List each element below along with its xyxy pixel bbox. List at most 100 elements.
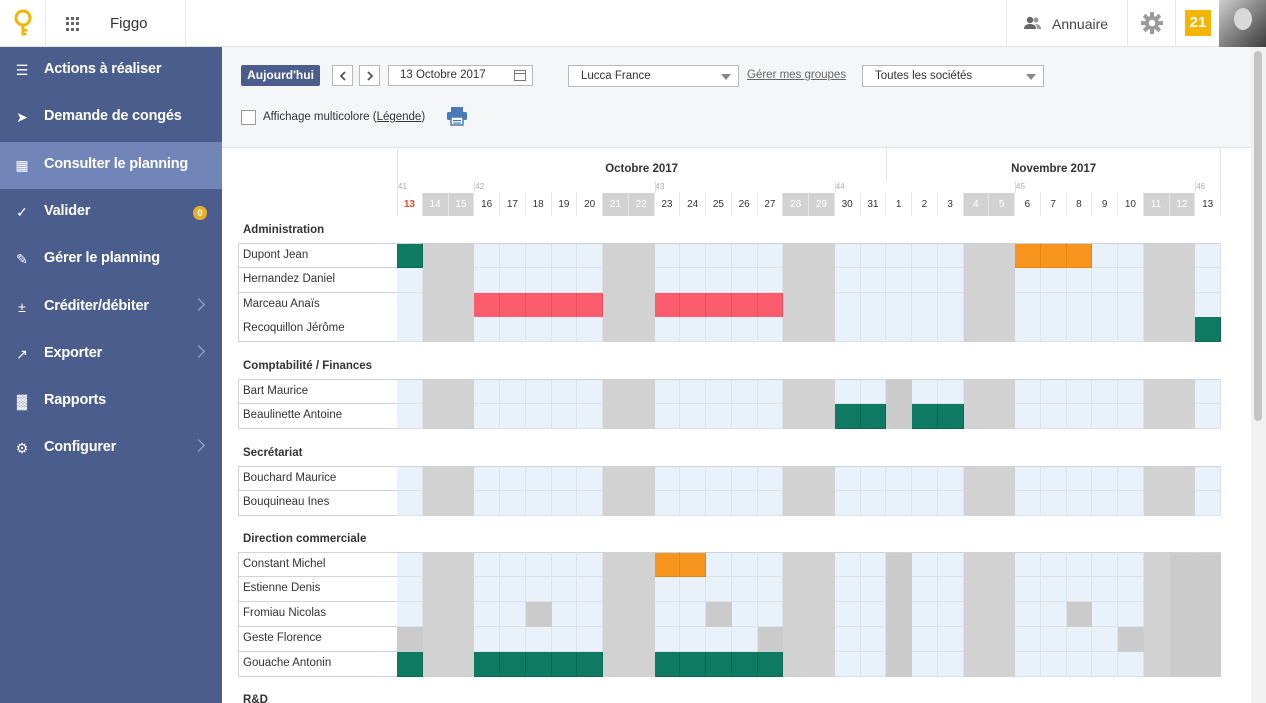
day-cell[interactable] xyxy=(1118,317,1144,343)
weekend-cell[interactable] xyxy=(809,626,835,652)
day-cell[interactable] xyxy=(834,267,861,293)
day-cell[interactable] xyxy=(886,317,912,343)
day-cell[interactable] xyxy=(551,379,578,405)
employee-name[interactable]: Constant Michel xyxy=(238,552,397,578)
weekend-cell[interactable] xyxy=(1169,379,1196,405)
day-cell[interactable] xyxy=(577,602,603,627)
weekend-cell[interactable] xyxy=(422,552,449,578)
day-cell[interactable] xyxy=(525,465,552,491)
day-cell[interactable] xyxy=(834,602,861,627)
weekend-cell[interactable] xyxy=(422,317,449,343)
leave-cell[interactable] xyxy=(525,292,552,318)
day-cell[interactable] xyxy=(654,602,681,627)
day-cell[interactable] xyxy=(1040,465,1067,491)
weekend-cell[interactable] xyxy=(783,626,809,652)
day-cell[interactable] xyxy=(834,379,861,405)
day-cell[interactable] xyxy=(937,651,964,677)
weekend-cell[interactable] xyxy=(1169,465,1196,491)
day-cell[interactable] xyxy=(1015,404,1041,429)
weekend-cell[interactable] xyxy=(809,292,835,318)
weekend-cell[interactable] xyxy=(448,577,475,603)
day-cell[interactable] xyxy=(1040,602,1067,627)
day-cell[interactable] xyxy=(1092,490,1118,516)
day-cell[interactable] xyxy=(474,404,500,429)
day-cell[interactable] xyxy=(937,626,964,652)
leave-cell[interactable] xyxy=(731,651,758,677)
day-cell[interactable] xyxy=(1092,626,1118,652)
weekend-cell[interactable] xyxy=(963,626,990,652)
leave-cell[interactable] xyxy=(1040,243,1067,268)
day-cell[interactable] xyxy=(474,602,500,627)
day-cell[interactable] xyxy=(1118,292,1144,318)
day-cell[interactable] xyxy=(654,404,681,429)
sidebar-item-cr-diter-d-biter[interactable]: ± Créditer/débiter xyxy=(0,284,222,331)
day-cell[interactable] xyxy=(912,465,938,491)
day-cell[interactable] xyxy=(757,552,784,578)
day-cell[interactable] xyxy=(551,317,578,343)
day-cell[interactable] xyxy=(912,602,938,627)
day-cell[interactable] xyxy=(474,465,500,491)
sidebar-item-configurer[interactable]: ⚙ Configurer xyxy=(0,425,222,472)
weekend-cell[interactable] xyxy=(628,465,655,491)
weekend-cell[interactable] xyxy=(603,267,629,293)
day-cell[interactable] xyxy=(706,267,732,293)
day-cell[interactable] xyxy=(474,379,500,405)
employee-name[interactable]: Gouache Antonin xyxy=(238,651,397,677)
day-cell[interactable] xyxy=(474,552,500,578)
day-cell[interactable] xyxy=(1092,317,1118,343)
day-cell[interactable] xyxy=(577,317,603,343)
day-cell[interactable] xyxy=(500,267,526,293)
day-cell[interactable] xyxy=(1118,243,1144,268)
day-cell[interactable] xyxy=(680,602,706,627)
weekend-cell[interactable] xyxy=(1143,243,1170,268)
day-cell[interactable] xyxy=(912,626,938,652)
leave-cell[interactable] xyxy=(474,651,500,677)
day-cell[interactable] xyxy=(1066,626,1093,652)
weekend-cell[interactable] xyxy=(989,651,1015,677)
day-cell[interactable] xyxy=(886,267,912,293)
leave-cell[interactable] xyxy=(912,404,938,429)
day-cell[interactable] xyxy=(834,317,861,343)
day-cell[interactable] xyxy=(757,404,784,429)
leave-cell[interactable] xyxy=(500,651,526,677)
weekend-cell[interactable] xyxy=(422,465,449,491)
day-cell[interactable] xyxy=(397,404,423,429)
day-cell[interactable] xyxy=(706,243,732,268)
legend-link[interactable]: Légende xyxy=(376,111,422,123)
weekend-cell[interactable] xyxy=(963,577,990,603)
day-cell[interactable] xyxy=(731,243,758,268)
weekend-cell[interactable] xyxy=(1143,651,1170,677)
day-cell[interactable] xyxy=(1040,577,1067,603)
day-cell[interactable] xyxy=(731,379,758,405)
weekend-cell[interactable] xyxy=(809,317,835,343)
day-cell[interactable] xyxy=(1092,267,1118,293)
weekend-cell[interactable] xyxy=(448,317,475,343)
day-cell[interactable] xyxy=(500,626,526,652)
day-cell[interactable] xyxy=(1195,292,1221,318)
day-cell[interactable] xyxy=(860,243,887,268)
weekend-cell[interactable] xyxy=(448,602,475,627)
day-cell[interactable] xyxy=(860,552,887,578)
leave-cell[interactable] xyxy=(577,651,603,677)
previous-button[interactable] xyxy=(332,65,353,86)
day-cell[interactable] xyxy=(577,379,603,405)
day-cell[interactable] xyxy=(525,317,552,343)
leave-cell[interactable] xyxy=(1195,577,1221,603)
weekend-cell[interactable] xyxy=(603,651,629,677)
day-cell[interactable] xyxy=(577,490,603,516)
day-cell[interactable] xyxy=(500,552,526,578)
leave-cell[interactable] xyxy=(397,626,423,652)
day-cell[interactable] xyxy=(937,379,964,405)
day-cell[interactable] xyxy=(1092,465,1118,491)
day-cell[interactable] xyxy=(577,552,603,578)
day-cell[interactable] xyxy=(1015,490,1041,516)
day-cell[interactable] xyxy=(1015,292,1041,318)
day-cell[interactable] xyxy=(525,490,552,516)
day-cell[interactable] xyxy=(525,267,552,293)
calendar-icon[interactable] xyxy=(514,70,526,81)
date-input[interactable]: 13 Octobre 2017 xyxy=(388,65,533,86)
day-cell[interactable] xyxy=(706,552,732,578)
weekend-cell[interactable] xyxy=(989,602,1015,627)
day-cell[interactable] xyxy=(731,404,758,429)
weekend-cell[interactable] xyxy=(809,243,835,268)
